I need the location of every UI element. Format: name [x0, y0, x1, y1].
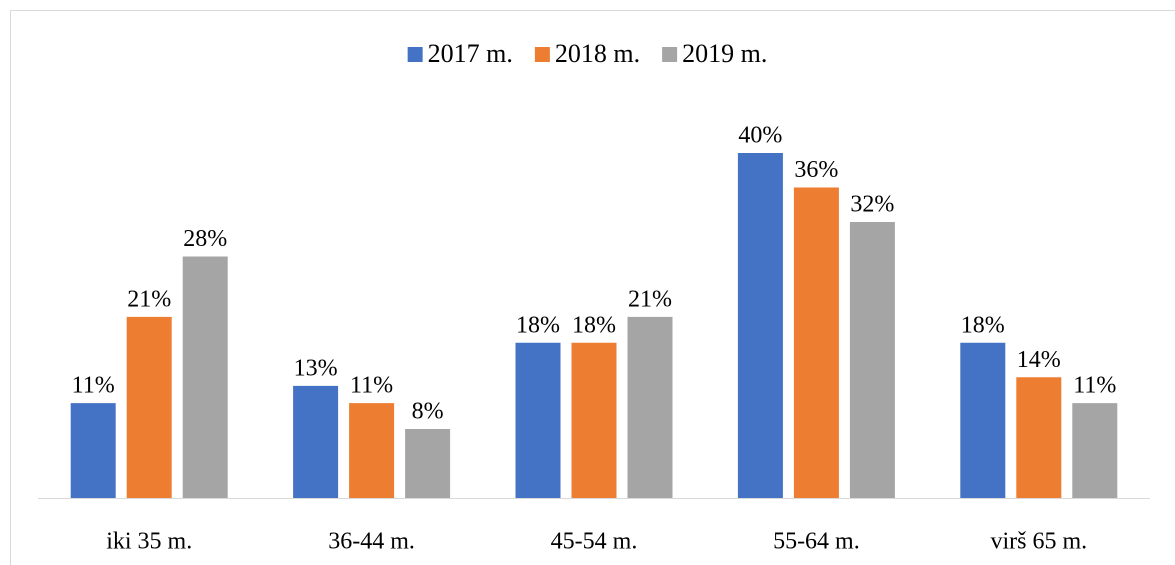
x-tick-label: virš 65 m. — [990, 529, 1087, 555]
bar — [1016, 377, 1062, 498]
bar — [571, 342, 617, 498]
data-label: 40% — [738, 123, 782, 149]
x-tick-label: 55-64 m. — [773, 529, 860, 555]
data-label: 11% — [1073, 373, 1116, 399]
bar — [849, 222, 895, 498]
bar — [405, 429, 451, 498]
data-label: 18% — [516, 312, 560, 338]
data-label: 13% — [294, 355, 338, 381]
data-label: 21% — [628, 286, 672, 312]
legend-swatch — [534, 47, 550, 62]
data-label: 21% — [127, 286, 171, 312]
data-label: 11% — [72, 373, 115, 399]
data-label: 8% — [412, 399, 444, 425]
legend-label: 2017 m. — [428, 39, 513, 68]
bar — [182, 256, 228, 498]
data-label: 14% — [1017, 347, 1061, 373]
data-label: 28% — [183, 226, 227, 252]
data-label: 32% — [850, 192, 894, 218]
bar — [126, 316, 172, 498]
x-tick-label: 36-44 m. — [328, 529, 415, 555]
legend-label: 2018 m. — [555, 39, 640, 68]
legend-label: 2019 m. — [682, 39, 767, 68]
bar — [515, 342, 561, 498]
chart-frame — [10, 10, 1175, 565]
bar — [293, 385, 339, 498]
bar — [1072, 403, 1118, 498]
data-label: 11% — [350, 373, 393, 399]
data-label: 18% — [961, 312, 1005, 338]
bar — [70, 403, 116, 498]
data-label: 36% — [794, 157, 838, 183]
bar — [960, 342, 1006, 498]
x-tick-label: 45-54 m. — [551, 529, 638, 555]
bar — [737, 153, 783, 498]
legend-swatch — [407, 47, 423, 62]
bar — [627, 316, 673, 498]
bar — [793, 187, 839, 498]
bar — [349, 403, 395, 498]
data-label: 18% — [572, 312, 616, 338]
x-tick-label: iki 35 m. — [106, 529, 192, 555]
legend-swatch — [662, 47, 678, 62]
